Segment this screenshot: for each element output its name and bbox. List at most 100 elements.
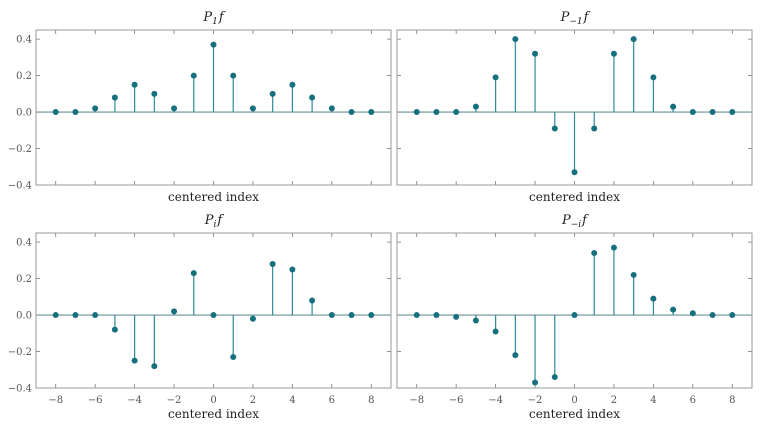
stem-marker xyxy=(230,354,237,360)
y-tick-label: 0.0 xyxy=(16,311,32,322)
axes-frame xyxy=(35,232,392,389)
panel-p1f: P1f −0.4 −0.2 0.0 0.2 0.4 centered index xyxy=(8,10,392,204)
stem-marker xyxy=(709,109,716,116)
stem-marker xyxy=(591,250,598,257)
stem-marker xyxy=(289,81,296,88)
x-tick-label: −6 xyxy=(88,395,103,406)
stem-marker xyxy=(348,109,355,116)
stem-marker xyxy=(729,312,736,319)
stem-marker xyxy=(72,109,79,116)
x-tick-label: −4 xyxy=(488,395,503,406)
stem-marker xyxy=(571,312,578,319)
stem-marker xyxy=(92,105,99,112)
stem-marker xyxy=(433,109,440,116)
y-tick-label: −0.4 xyxy=(8,181,32,192)
x-axis-label: centered index xyxy=(529,407,620,421)
stem-marker xyxy=(111,326,118,333)
stem-marker xyxy=(610,50,617,57)
stem-marker xyxy=(309,297,316,304)
x-tick-label: 4 xyxy=(650,395,656,406)
x-tick-label: 2 xyxy=(611,395,617,406)
x-tick-label: −2 xyxy=(528,395,543,406)
stem-marker xyxy=(368,312,375,319)
title-base: P xyxy=(561,213,571,228)
x-tick-label: 0 xyxy=(210,395,216,406)
stem-marker xyxy=(131,81,138,88)
stem-marker xyxy=(453,313,460,320)
x-tick-label: −6 xyxy=(449,395,464,406)
stem-marker xyxy=(551,374,558,381)
x-tick-label: 0 xyxy=(571,395,577,406)
x-tick-label: −2 xyxy=(167,395,182,406)
stem-marker xyxy=(689,310,696,317)
stem-marker xyxy=(249,105,256,112)
stem-marker xyxy=(670,103,677,110)
stem-marker xyxy=(630,36,637,43)
title-suffix: f xyxy=(218,10,226,25)
stem-marker xyxy=(72,312,79,319)
y-tick-label: 0.2 xyxy=(16,71,32,82)
stem-marker xyxy=(591,125,598,132)
stem-marker xyxy=(230,72,237,79)
stem-marker xyxy=(309,94,316,101)
y-tick-label: 0.4 xyxy=(16,238,32,249)
y-tick-label: 0.0 xyxy=(16,108,32,119)
stem-marker xyxy=(289,266,296,273)
stem-marker xyxy=(131,357,138,364)
stem-marker xyxy=(52,109,59,116)
y-tick-label: 0.2 xyxy=(16,274,32,285)
stem-marker xyxy=(709,312,716,319)
panel-title: P−1f xyxy=(560,10,591,27)
stem-marker xyxy=(689,109,696,116)
stem-marker xyxy=(433,312,440,319)
stem-marker xyxy=(111,94,118,101)
stem-marker xyxy=(512,352,519,359)
stem-marker xyxy=(551,125,558,132)
x-axis-label: centered index xyxy=(168,407,259,421)
panel-title: P−if xyxy=(561,213,589,230)
stem-marker xyxy=(210,41,217,48)
title-subscript: 1 xyxy=(212,17,218,27)
panel-title: Pif xyxy=(204,213,225,230)
stem-marker xyxy=(210,312,217,319)
y-tick-label: −0.2 xyxy=(8,347,32,358)
panel-pif: Pif −8 −6 −4 −2 0 2 4 6 8 −0.4 −0.2 0.0 0.2 0.4 centere… xyxy=(8,213,392,421)
stem-marker xyxy=(171,308,178,315)
stem-marker xyxy=(328,105,335,112)
stem-marker xyxy=(532,50,539,57)
title-subscript: −1 xyxy=(569,17,582,27)
stem-marker xyxy=(269,90,276,97)
title-subscript: −i xyxy=(571,220,582,230)
x-tick-label: 2 xyxy=(250,395,256,406)
stem-marker xyxy=(492,74,499,81)
x-axis-label: centered index xyxy=(168,190,259,204)
axes-frame xyxy=(35,29,392,186)
stem-marker xyxy=(610,244,617,251)
title-suffix: f xyxy=(581,213,589,228)
x-axis-label: centered index xyxy=(529,190,620,204)
x-tick-label: −4 xyxy=(127,395,142,406)
panel-title: P1f xyxy=(202,10,225,27)
title-suffix: f xyxy=(583,10,591,25)
stem-marker xyxy=(151,363,158,370)
title-base: P xyxy=(202,10,212,25)
stem-marker xyxy=(532,379,539,386)
stem-marker xyxy=(190,270,197,277)
stem-marker xyxy=(368,109,375,116)
stem-marker xyxy=(650,74,657,81)
title-subscript: i xyxy=(214,220,217,230)
stem-marker xyxy=(413,312,420,319)
panel-pminusif: P−if −8 −6 −4 −2 0 2 4 6 8 centered index xyxy=(396,213,753,421)
x-tick-label: 8 xyxy=(729,395,735,406)
stem-marker xyxy=(729,109,736,116)
title-base: P xyxy=(560,10,570,25)
stem-marker xyxy=(512,36,519,43)
stem-marker xyxy=(348,312,355,319)
axes-frame xyxy=(396,232,753,389)
stem-marker xyxy=(190,72,197,79)
x-tick-label: 8 xyxy=(368,395,374,406)
panel-pminus1f: P−1f centered index xyxy=(396,10,753,204)
stem-marker xyxy=(630,271,637,278)
stem-marker xyxy=(492,328,499,335)
